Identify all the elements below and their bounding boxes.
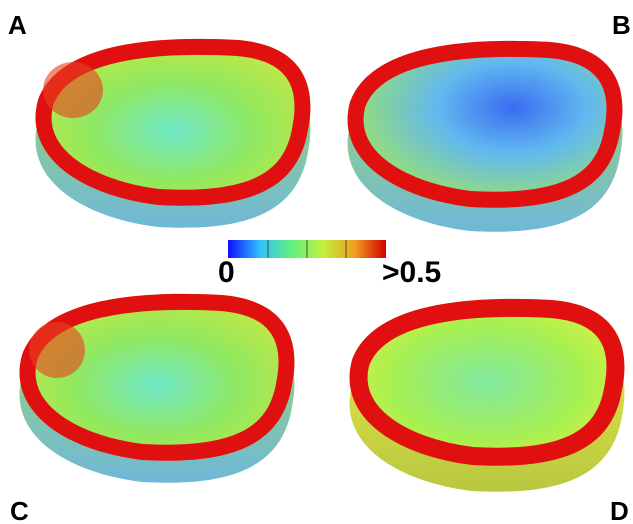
section-d (350, 299, 625, 492)
section-c (20, 294, 295, 483)
colorbar-max: >0.5 (382, 256, 441, 289)
panel-label: B (612, 10, 631, 40)
section-a (36, 39, 311, 228)
section-b (348, 41, 623, 232)
colorbar (228, 240, 386, 258)
panel-label: D (610, 496, 629, 524)
panel-label: A (8, 10, 27, 40)
panel-label: C (10, 496, 29, 524)
figure: 0 >0.5 A B C D (0, 0, 633, 524)
colorbar-min: 0 (218, 256, 235, 289)
